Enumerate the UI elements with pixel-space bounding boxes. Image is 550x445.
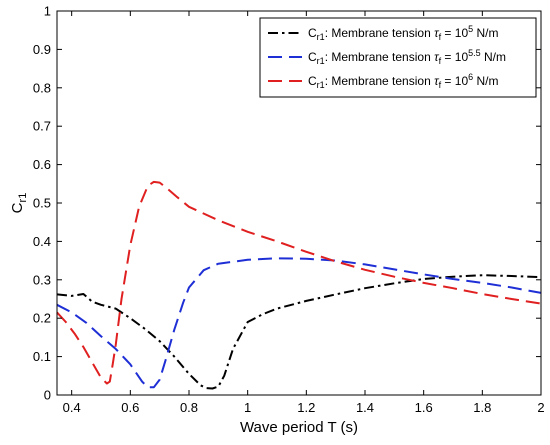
legend-legend-eq: = 10 [441,74,468,88]
y-tick-label: 0.4 [33,234,51,249]
y-tick-label: 1 [44,4,51,19]
labels-layer: 0.4 0.6 0.8 1 1.2 1.4 1.6 1.8 2 0 0.1 0.2 0.3 0.4 0.5 0… [9,4,545,437]
series-layer [56,180,542,390]
y-tick-label: 0.6 [33,157,51,172]
legend-legend-main: C [308,74,317,88]
legend-entry-2: Cr1: Membrane tension τf = 105.5 N/m [308,48,506,66]
x-axis-title: Wave period T (s) [240,419,358,436]
x-tick-label: 1.4 [356,400,374,415]
y-tick-label: 0.5 [33,196,51,211]
legend-legend-text: : Membrane tension [325,26,434,40]
legend-legend-tau: τ [434,50,440,64]
legend-legend-exp: 5 [468,24,473,34]
legend-legend-unit: N/m [473,74,498,88]
legend-legend-text: : Membrane tension [325,74,434,88]
legend-box [259,17,537,98]
x-tick-label: 0.4 [63,400,81,415]
x-tick-label: 0.8 [180,400,198,415]
legend-legend-tau: τ [434,26,440,40]
x-tick-label: 1.2 [297,400,315,415]
y-tick-label: 0.9 [33,42,51,57]
y-axis-title-main: C [9,202,26,213]
y-axis-title: Cr1 [9,193,29,214]
legend-legend-text: : Membrane tension [325,50,434,64]
series-line-3 [56,180,542,385]
legend-entry-3: Cr1: Membrane tension τf = 106 N/m [308,72,498,90]
legend-legend-exp: 6 [468,72,473,82]
y-tick-label: 0.3 [33,272,51,287]
legend-legend-sub: r1 [317,32,325,42]
legend-legend-sub: r1 [317,56,325,66]
y-axis-title-sub: r1 [17,193,29,203]
x-tick-label: 1.8 [473,400,491,415]
y-tick-label: 0.7 [33,119,51,134]
legend-legend-unit: N/m [481,50,506,64]
legend-entry-1: Cr1: Membrane tension τf = 105 N/m [308,24,498,42]
legend-legend-main: C [308,50,317,64]
legend-legend-tau-sub: f [439,80,442,90]
ticks-layer [57,10,542,396]
x-tick-label: 2 [537,400,544,415]
legend-legend-exp: 5.5 [468,48,481,58]
legend-legend-eq: = 10 [441,50,468,64]
y-tick-label: 0 [44,388,51,403]
legend-legend-unit: N/m [473,26,498,40]
legend-legend-main: C [308,26,317,40]
legend-legend-tau: τ [434,74,440,88]
legend-legend-sub: r1 [317,80,325,90]
legend-legend-tau-sub: f [439,56,442,66]
legend-legend-tau-sub: f [439,32,442,42]
y-tick-label: 0.1 [33,349,51,364]
legend-legend-eq: = 10 [441,26,468,40]
y-tick-label: 0.8 [33,80,51,95]
x-tick-label: 1 [244,400,251,415]
y-tick-label: 0.2 [33,311,51,326]
x-tick-label: 0.6 [121,400,139,415]
x-tick-label: 1.6 [415,400,433,415]
series-line-2 [56,257,542,389]
